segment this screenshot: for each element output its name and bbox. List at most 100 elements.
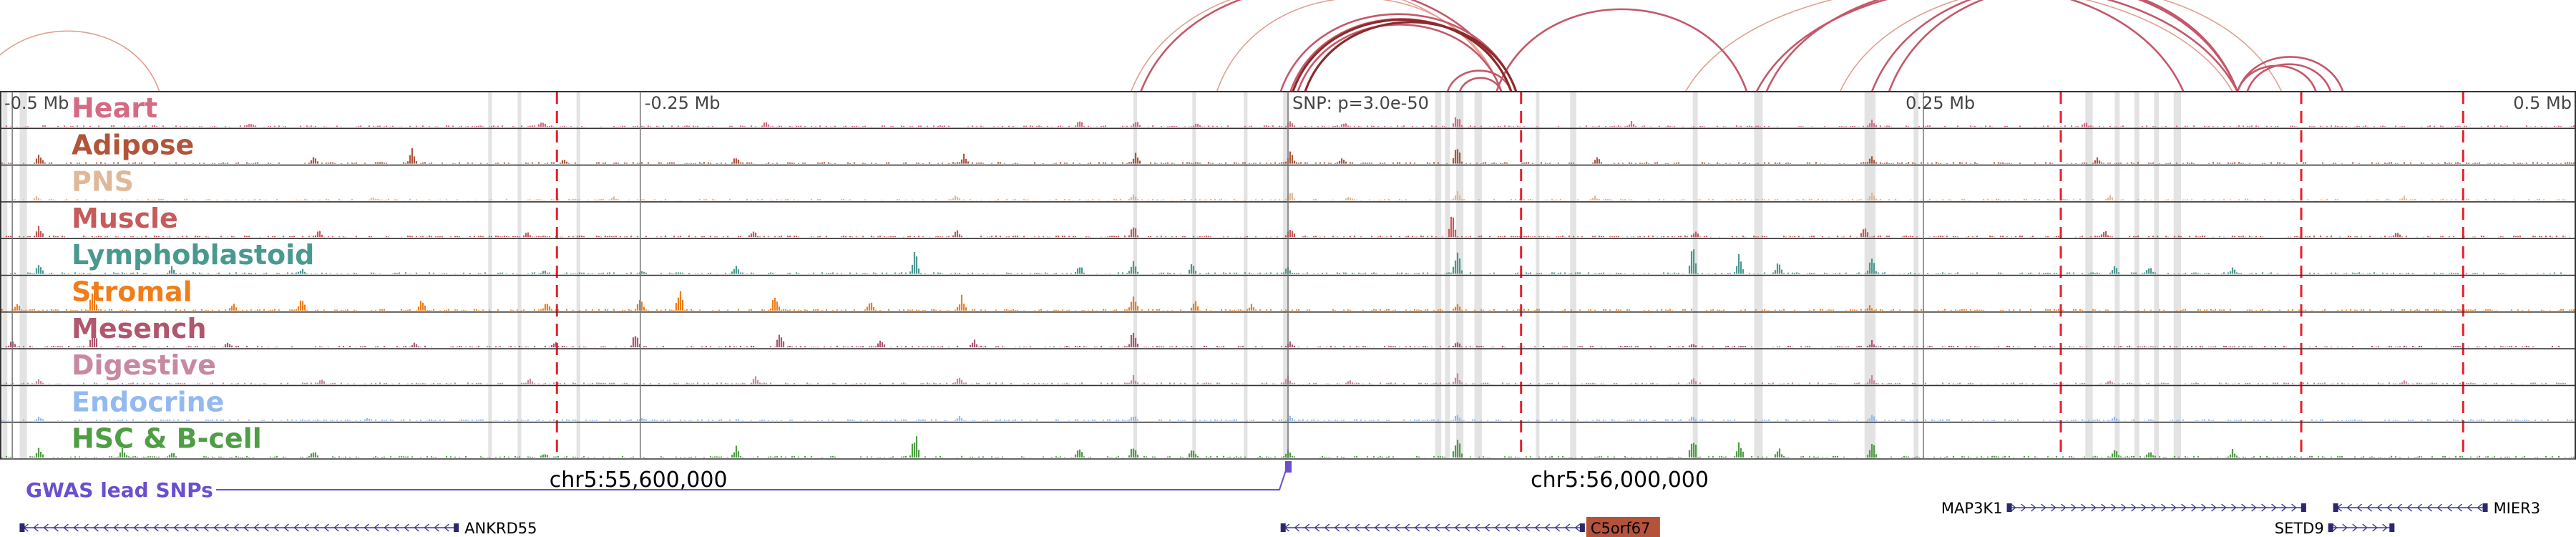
strand-chevron — [2396, 503, 2403, 512]
strand-chevron — [1414, 523, 1420, 532]
strand-chevron — [2342, 523, 2348, 532]
strand-chevron — [103, 523, 109, 532]
track-label-4: Muscle — [72, 203, 178, 234]
track-label-10: HSC & B-cell — [72, 423, 262, 455]
strand-chevron — [2161, 503, 2167, 512]
strand-chevron — [2271, 503, 2277, 512]
strand-chevron — [33, 523, 39, 532]
signal-bars — [9, 249, 2562, 274]
strand-chevron — [1374, 523, 1380, 532]
strand-chevron — [1324, 523, 1330, 532]
strand-chevron — [444, 523, 449, 532]
strand-chevron — [243, 523, 249, 532]
strand-chevron — [2201, 503, 2207, 512]
coordinate-label-2: chr5:56,000,000 — [1531, 468, 1709, 493]
strand-chevron — [63, 523, 69, 532]
strand-chevron — [213, 523, 219, 532]
strand-chevron — [384, 523, 389, 532]
loop-arc-coral — [1839, 0, 2283, 92]
gene-label: MIER3 — [2494, 500, 2541, 517]
strand-chevron — [404, 523, 409, 532]
strand-chevron — [2356, 503, 2363, 512]
strand-chevron — [2111, 503, 2117, 512]
strand-chevron — [1334, 523, 1340, 532]
strand-chevron — [1494, 523, 1501, 532]
loop-arc-red — [1496, 8, 1748, 92]
ruler-label-5: 0.5 Mb — [2513, 93, 2572, 113]
signal-bars — [5, 190, 2567, 200]
ruler-label-4: 0.25 Mb — [1906, 93, 1975, 113]
gene-setd9: SETD9 — [2275, 520, 2395, 537]
loop-arc-red — [1888, 0, 2239, 92]
strand-chevron — [173, 523, 179, 532]
strand-chevron — [2416, 503, 2423, 512]
strand-chevron — [303, 523, 309, 532]
track-label-5: Lymphoblastoid — [72, 239, 314, 271]
strand-chevron — [1544, 523, 1551, 532]
strand-chevron — [153, 523, 159, 532]
strand-chevron — [223, 523, 229, 532]
strand-chevron — [1464, 523, 1470, 532]
signal-track-7 — [5, 331, 2560, 348]
gwas-connector — [216, 463, 1289, 490]
gene-map3k1: MAP3K1 — [1941, 500, 2306, 517]
strand-chevron — [113, 523, 119, 532]
exon — [2301, 503, 2306, 512]
signal-bars — [5, 331, 2560, 348]
strand-chevron — [2081, 503, 2087, 512]
loop-arc-coral — [1684, 0, 2233, 92]
strand-chevron — [2061, 503, 2067, 512]
strand-chevron — [1444, 523, 1450, 532]
strand-chevron — [2191, 503, 2197, 512]
loop-arc-coral — [1130, 0, 1503, 92]
strand-chevron — [2376, 503, 2383, 512]
strand-chevron — [183, 523, 189, 532]
gene-label: C5orf67 — [1591, 520, 1651, 537]
loop-arc-coral — [0, 30, 160, 92]
signal-bars — [3, 373, 2567, 384]
loop-arc-red — [1755, 0, 2239, 92]
ruler-label-1: -0.5 Mb — [4, 93, 69, 113]
strand-chevron — [2221, 503, 2227, 512]
gwas-snp-marker — [1285, 461, 1292, 473]
strand-chevron — [1354, 523, 1360, 532]
gene-track: ANKRD55 C5orf67 MAP3K1 MIER3 SETD9 — [19, 500, 2540, 537]
strand-chevron — [2362, 523, 2368, 532]
strand-chevron — [2021, 503, 2026, 512]
strand-chevron — [434, 523, 439, 532]
strand-chevron — [2406, 503, 2413, 512]
track-label-2: Adipose — [72, 129, 194, 160]
exon — [454, 523, 459, 532]
strand-chevron — [343, 523, 349, 532]
strand-chevron — [233, 523, 239, 532]
strand-chevron — [1574, 523, 1581, 532]
strand-chevron — [273, 523, 279, 532]
gene-highlight-box — [1586, 517, 1660, 537]
exon — [2333, 503, 2338, 512]
strand-chevron — [2051, 503, 2057, 512]
exon — [2389, 523, 2395, 532]
strand-chevron — [323, 523, 329, 532]
strand-chevron — [1534, 523, 1541, 532]
strand-chevron — [353, 523, 359, 532]
strand-chevron — [1524, 523, 1531, 532]
strand-chevron — [333, 523, 339, 532]
signal-track-8 — [3, 373, 2567, 384]
loop-arc-darkred — [1304, 21, 1518, 92]
strand-chevron — [83, 523, 89, 532]
strand-chevron — [2467, 503, 2473, 512]
strand-chevron — [2101, 503, 2107, 512]
strand-chevron — [263, 523, 269, 532]
strand-chevron — [2251, 503, 2257, 512]
loop-arc-red — [1870, 0, 2239, 92]
signal-track-9 — [0, 415, 2573, 421]
signal-track-2 — [1, 148, 2575, 164]
strand-chevron — [1504, 523, 1511, 532]
strand-chevron — [2386, 503, 2393, 512]
strand-chevron — [2171, 503, 2177, 512]
strand-chevron — [2131, 503, 2137, 512]
strand-chevron — [163, 523, 169, 532]
signal-bars — [0, 117, 2575, 127]
strand-chevron — [2372, 523, 2378, 532]
